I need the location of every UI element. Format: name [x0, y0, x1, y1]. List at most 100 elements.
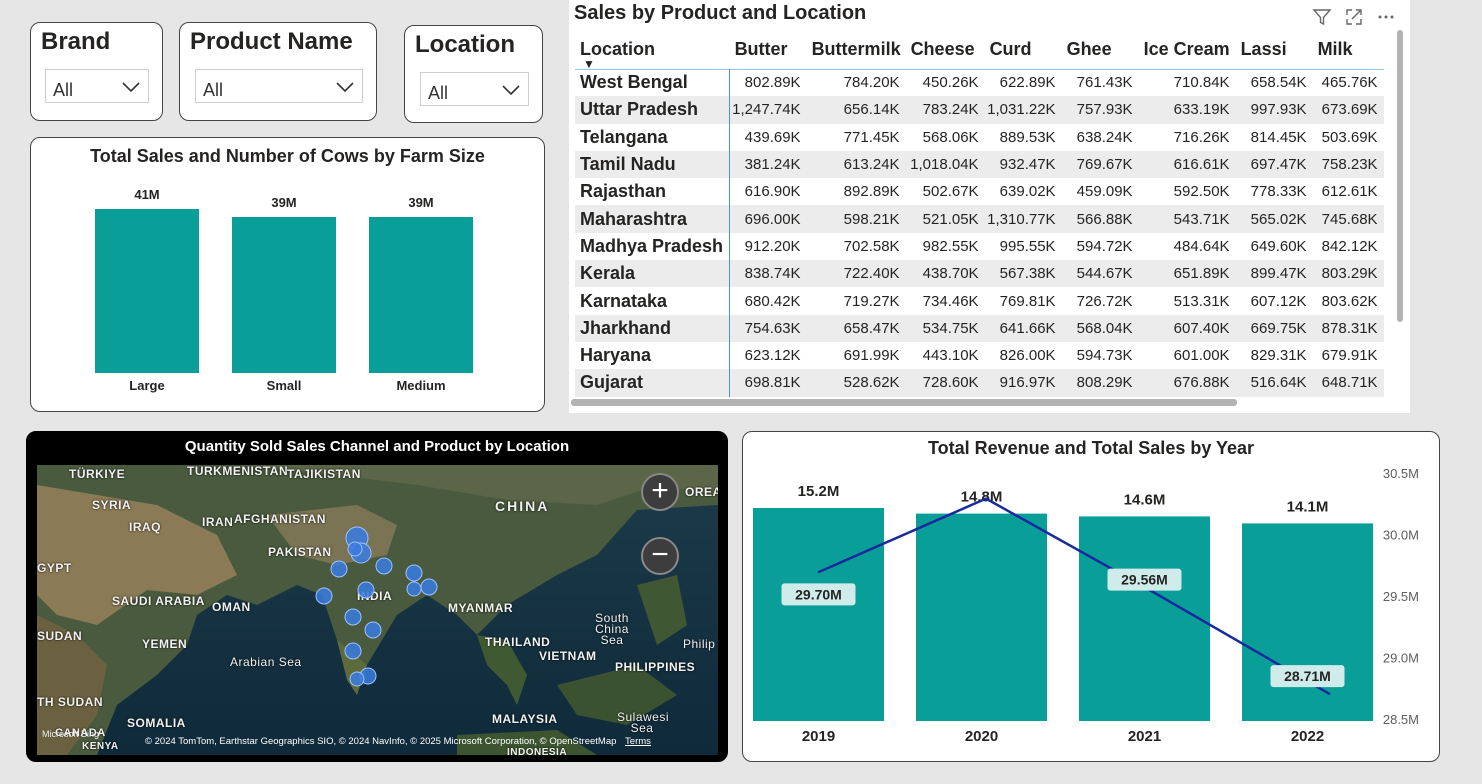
x-axis-label: 2022: [1291, 728, 1324, 745]
row-header: Tamil Nadu: [575, 150, 731, 179]
chevron-down-icon: [122, 82, 140, 92]
table-cell: 758.23K: [1312, 150, 1384, 179]
table-row[interactable]: Uttar Pradesh 1,247.74K 656.14K 783.24K 1,03…: [575, 96, 1384, 124]
row-header: Madhya Pradesh: [575, 232, 731, 261]
table-row[interactable]: Haryana 623.12K 691.99K 443.10K 826.00K 594.7…: [575, 341, 1384, 370]
map-canvas[interactable]: TÜRKIYE TURKMENISTAN TAJIKISTAN SYRIA IR…: [37, 465, 718, 755]
column-header[interactable]: Ice Cream: [1143, 39, 1230, 60]
table-cell: 607.12K: [1250, 292, 1307, 310]
table-row[interactable]: Maharashtra 696.00K 598.21K 521.05K 1,310.77…: [575, 205, 1384, 233]
line-data-label: 29.70M: [781, 583, 856, 606]
map-label: SUDAN: [37, 629, 83, 643]
zoom-out-button[interactable]: −: [641, 537, 679, 575]
table-cell: 673.69K: [1312, 96, 1384, 124]
farm-size-bar[interactable]: [369, 217, 473, 373]
map-label: YEMEN: [142, 637, 188, 651]
farm-size-bar[interactable]: [95, 209, 199, 373]
revenue-year-chart: Total Revenue and Total Sales by Year 15…: [742, 431, 1440, 762]
table-row[interactable]: Karnataka 680.42K 719.27K 734.46K 769.81K 726…: [575, 287, 1384, 315]
column-header[interactable]: Milk: [1317, 39, 1353, 60]
table-row[interactable]: Telangana 439.69K 771.45K 568.06K 889.53K 638…: [575, 123, 1384, 151]
table-row[interactable]: Jharkhand 754.63K 658.47K 534.75K 641.66K 568…: [575, 314, 1384, 342]
more-options-icon[interactable]: [1376, 7, 1396, 27]
location-slicer: Location All: [404, 25, 543, 123]
table-cell: 658.54K: [1250, 74, 1307, 92]
table-cell: 769.67K: [1061, 150, 1139, 179]
focus-mode-icon[interactable]: [1344, 7, 1364, 27]
table-cell: 613.24K: [806, 150, 906, 179]
map-label: MYANMAR: [448, 601, 514, 615]
column-header[interactable]: Butter: [734, 39, 788, 60]
table-cell: 381.24K: [729, 150, 807, 179]
table-cell: 521.05K: [905, 205, 985, 233]
year-bar[interactable]: [916, 513, 1047, 721]
location-dropdown[interactable]: All: [420, 72, 529, 106]
table-row[interactable]: Tamil Nadu 381.24K 613.24K 1,018.04K 932.47K…: [575, 150, 1384, 179]
table-cell: 698.81K: [729, 369, 807, 397]
column-header[interactable]: Lassi: [1240, 39, 1287, 60]
table-cell: 1,031.22K: [984, 96, 1062, 124]
row-header: Haryana: [575, 341, 731, 370]
zoom-in-button[interactable]: +: [641, 473, 679, 511]
x-axis-label: Large: [129, 378, 164, 393]
map-label: CANADA: [55, 727, 106, 739]
table-row[interactable]: Madhya Pradesh 912.20K 702.58K 982.55K 995.5…: [575, 232, 1384, 261]
farm-size-bar[interactable]: [232, 217, 336, 373]
farm-size-chart: Total Sales and Number of Cows by Farm S…: [30, 137, 545, 412]
location-bubble: [375, 557, 393, 575]
column-header[interactable]: Buttermilk: [811, 39, 901, 60]
table-row[interactable]: Kerala 838.74K 722.40K 438.70K 567.38K 544.67…: [575, 260, 1384, 288]
filter-icon[interactable]: [1312, 7, 1332, 27]
bar-data-label: 14.1M: [1287, 498, 1329, 515]
location-slicer-title: Location: [415, 31, 515, 58]
table-cell: 594.72K: [1076, 237, 1133, 255]
horizontal-scrollbar[interactable]: [571, 399, 1237, 406]
table-cell: 745.68K: [1312, 205, 1384, 233]
bar-data-label: 15.2M: [798, 483, 840, 500]
year-bar[interactable]: [753, 508, 884, 721]
column-header[interactable]: Cheese: [910, 39, 975, 60]
table-cell: 696.00K: [729, 205, 807, 233]
map-label: Sulawesi Sea: [617, 710, 670, 735]
table-cell: 838.74K: [729, 260, 807, 288]
terms-link[interactable]: Terms: [625, 736, 651, 747]
x-axis-label: Small: [267, 378, 302, 393]
map-attribution: © 2024 TomTom, Earthstar Geographics SIO…: [145, 736, 651, 747]
map-label: SOMALIA: [127, 716, 186, 730]
row-header: Uttar Pradesh: [575, 96, 731, 124]
table-cell: 757.93K: [1061, 96, 1139, 124]
table-cell: 607.40K: [1138, 314, 1236, 342]
product-dropdown[interactable]: All: [195, 69, 363, 103]
table-cell: 892.89K: [843, 183, 900, 201]
map-label: OMAN: [212, 600, 251, 614]
year-bar[interactable]: [1079, 516, 1210, 721]
svg-text:29.70M: 29.70M: [795, 586, 842, 602]
table-cell: 842.12K: [1321, 237, 1378, 255]
bing-logo: Microsoft Bing: [42, 729, 100, 739]
table-cell: 680.42K: [744, 292, 801, 310]
table-row[interactable]: Gujarat 698.81K 528.62K 728.60K 916.97K 808.2…: [575, 369, 1384, 397]
table-cell: 592.50K: [1173, 183, 1230, 201]
brand-dropdown[interactable]: All: [45, 69, 149, 103]
table-cell: 622.89K: [999, 74, 1056, 92]
table-row[interactable]: Rajasthan 616.90K 892.89K 502.67K 639.02K 459…: [575, 178, 1384, 206]
table-cell: 814.45K: [1250, 128, 1307, 146]
column-header-location[interactable]: Location ▼: [575, 31, 730, 71]
column-header[interactable]: Curd: [989, 39, 1032, 60]
year-bar[interactable]: [1242, 523, 1373, 721]
column-header[interactable]: Ghee: [1066, 39, 1112, 60]
vertical-scrollbar[interactable]: [1397, 30, 1403, 322]
table-cell: 656.14K: [806, 96, 906, 124]
bar-data-label: 39M: [271, 195, 296, 210]
table-cell: 697.47K: [1235, 150, 1313, 179]
sort-descending-icon[interactable]: ▼: [583, 56, 595, 71]
row-header: Karnataka: [575, 287, 731, 315]
table-row[interactable]: West Bengal 802.89K 784.20K 450.26K 622.89K 7…: [575, 69, 1384, 97]
table-cell: 641.66K: [984, 314, 1062, 342]
table-cell: 439.69K: [744, 128, 801, 146]
map-label: INDONESIA: [507, 747, 568, 755]
farm-size-chart-title: Total Sales and Number of Cows by Farm S…: [90, 146, 485, 166]
revenue-line[interactable]: [817, 497, 1331, 696]
table-cell: 783.24K: [905, 96, 985, 124]
map-label: MALAYSIA: [492, 712, 558, 726]
